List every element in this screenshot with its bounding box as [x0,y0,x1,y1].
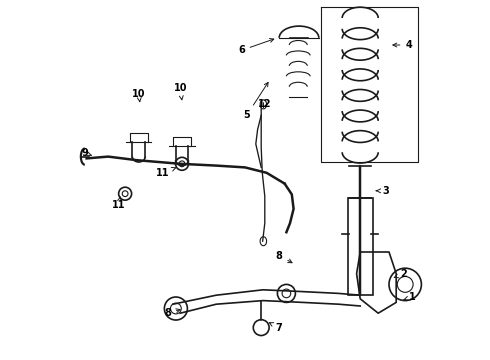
Text: 2: 2 [394,269,407,279]
Text: 10: 10 [173,83,187,100]
Text: 11: 11 [112,197,125,210]
Text: 11: 11 [156,167,175,178]
Text: 12: 12 [258,99,271,109]
Text: 5: 5 [244,82,268,120]
Bar [347,198,373,295]
Text: 1: 1 [404,292,416,302]
Text: 8: 8 [164,308,180,318]
Text: 6: 6 [238,39,274,55]
Text: 8: 8 [276,251,292,263]
Text: 3: 3 [376,186,389,196]
Text: 4: 4 [393,40,412,50]
Text: 9: 9 [81,148,91,158]
Text: 10: 10 [132,89,146,102]
Text: 7: 7 [270,323,283,333]
